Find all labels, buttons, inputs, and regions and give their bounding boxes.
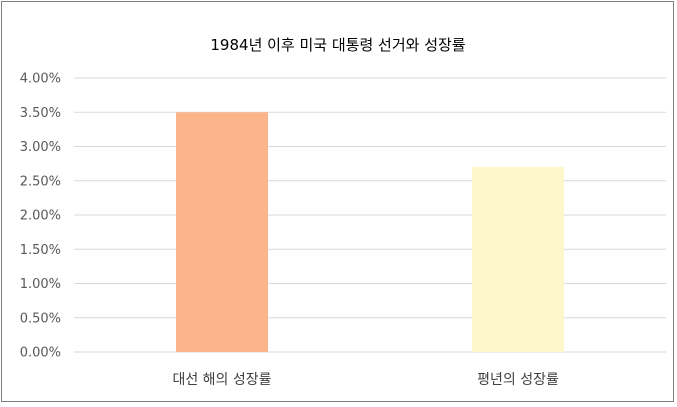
- chart-title: 1984년 이후 미국 대통령 선거와 성장률: [210, 36, 465, 54]
- x-category-label: 평년의 성장률: [477, 372, 559, 388]
- y-tick-label: 0.50%: [20, 311, 61, 326]
- y-tick-label: 2.50%: [20, 174, 61, 189]
- y-tick-label: 1.50%: [20, 243, 61, 258]
- chart-frame: 1984년 이후 미국 대통령 선거와 성장률 0.00% 0.50% 1.00% 1…: [1, 1, 674, 402]
- y-tick-label: 1.00%: [20, 277, 61, 292]
- y-tick-label: 2.00%: [20, 209, 61, 224]
- bar: [472, 167, 564, 352]
- bar-chart: 1984년 이후 미국 대통령 선거와 성장률 0.00% 0.50% 1.00% 1…: [20, 36, 666, 388]
- x-axis-category-labels: 대선 해의 성장률 평년의 성장률: [172, 372, 559, 388]
- y-tick-label: 0.00%: [20, 346, 61, 361]
- y-tick-label: 3.50%: [20, 106, 61, 121]
- bar: [176, 112, 268, 352]
- x-category-label: 대선 해의 성장률: [172, 372, 271, 388]
- bars: [176, 112, 564, 352]
- gridlines: [74, 77, 666, 353]
- y-tick-label: 3.00%: [20, 140, 61, 155]
- y-tick-label: 4.00%: [20, 72, 61, 87]
- y-axis-tick-labels: 0.00% 0.50% 1.00% 1.50% 2.00% 2.50% 3.00% 3.50%…: [20, 72, 61, 361]
